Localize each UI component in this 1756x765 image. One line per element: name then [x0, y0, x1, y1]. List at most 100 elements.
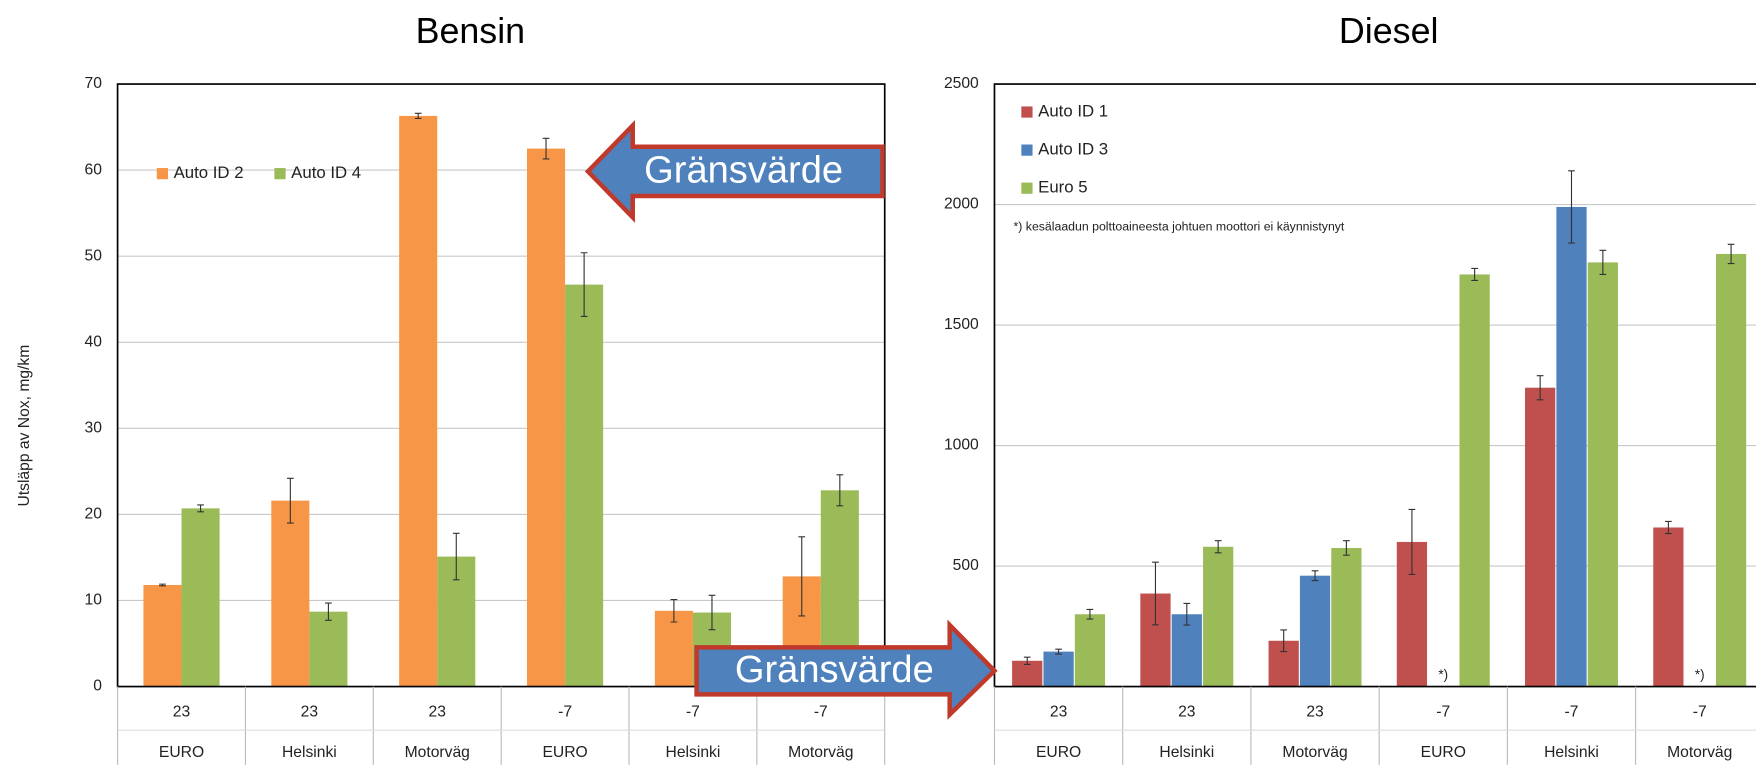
- x-group-label: Motorväg: [788, 744, 853, 761]
- x-tick-label: -7: [558, 703, 572, 720]
- error-bar: [1280, 629, 1288, 653]
- x-tick-label: 23: [429, 703, 447, 720]
- bar: [527, 148, 566, 687]
- legend-swatch: [1021, 106, 1033, 118]
- x-group-label: EURO: [542, 744, 587, 761]
- error-bar: [1023, 656, 1031, 665]
- error-bar: [1471, 267, 1478, 282]
- missing-label: *): [1695, 667, 1705, 682]
- bar: [1525, 387, 1556, 687]
- error-bar: [670, 599, 678, 623]
- note: *) kesälaadun polttoaineesta johtuen moo…: [1014, 220, 1345, 234]
- y-axis-label: Utsläpp av Nox, mg/km: [16, 345, 33, 507]
- y-tick-label: 1000: [944, 437, 979, 454]
- y-tick-label: 20: [84, 506, 102, 523]
- bar: [1653, 527, 1684, 687]
- bar: [1715, 253, 1747, 687]
- bar: [1074, 614, 1106, 687]
- x-group-label: Helsinki: [282, 744, 337, 761]
- bar: [399, 115, 438, 687]
- legend-swatch: [274, 168, 286, 180]
- bar: [654, 610, 693, 687]
- x-tick-label: -7: [1436, 703, 1450, 720]
- error-bar: [197, 504, 204, 513]
- missing-label: *): [1438, 667, 1448, 682]
- y-tick-label: 2000: [944, 196, 979, 213]
- error-bar: [1055, 648, 1062, 655]
- bar: [565, 284, 604, 687]
- error-bar: [1727, 243, 1735, 265]
- bar: [1331, 547, 1362, 687]
- x-tick-label: -7: [686, 703, 700, 720]
- legend-label: Euro 5: [1038, 178, 1087, 197]
- y-tick-label: 500: [953, 557, 979, 574]
- error-bar: [1568, 170, 1575, 244]
- bar: [1459, 274, 1490, 687]
- x-tick-label: 23: [173, 703, 191, 720]
- y-tick-label: 40: [84, 333, 102, 350]
- x-group-label: Motorväg: [1667, 744, 1732, 761]
- legend-label: Auto ID 1: [1038, 101, 1108, 120]
- bar: [1556, 206, 1587, 687]
- error-bar: [836, 474, 844, 507]
- x-group-label: Helsinki: [1544, 744, 1599, 761]
- error-bar: [708, 594, 716, 631]
- error-bar: [542, 137, 550, 160]
- y-tick-label: 1500: [944, 316, 979, 333]
- legend-swatch: [156, 168, 168, 180]
- error-bar: [414, 112, 422, 120]
- bar: [1299, 575, 1331, 687]
- legend-label: Auto ID 4: [291, 163, 361, 182]
- x-group-label: EURO: [159, 744, 204, 761]
- bar: [181, 508, 220, 687]
- legend-label: Auto ID 3: [1038, 140, 1108, 159]
- legend-label: Auto ID 2: [174, 163, 244, 182]
- plot-frame: [993, 83, 1756, 688]
- y-tick-label: 2500: [944, 75, 979, 92]
- x-tick-label: 23: [301, 703, 319, 720]
- error-bar: [159, 583, 166, 587]
- limit-label: Gränsvärde: [644, 150, 843, 192]
- limit-label: Gränsvärde: [735, 649, 934, 691]
- error-bar: [1665, 520, 1672, 535]
- bar: [1043, 651, 1074, 687]
- error-bar: [325, 602, 332, 621]
- x-group-label: Motorväg: [1282, 744, 1347, 761]
- error-bar: [452, 532, 460, 581]
- y-tick-label: 10: [84, 592, 102, 609]
- error-bar: [1214, 540, 1222, 554]
- y-tick-label: 60: [84, 161, 102, 178]
- error-bar: [798, 536, 806, 617]
- error-bar: [1599, 249, 1607, 275]
- y-tick-label: 50: [84, 247, 102, 264]
- legend-swatch: [1021, 144, 1033, 156]
- error-bar: [286, 477, 294, 524]
- bar: [1171, 614, 1202, 687]
- x-tick-label: -7: [814, 703, 828, 720]
- x-group-label: EURO: [1036, 744, 1081, 761]
- x-tick-label: 23: [1050, 703, 1068, 720]
- x-tick-label: 23: [1178, 703, 1196, 720]
- bar: [309, 611, 348, 687]
- x-tick-label: -7: [1565, 703, 1579, 720]
- error-bar: [1536, 375, 1544, 401]
- y-tick-label: 0: [93, 678, 102, 695]
- bar: [143, 584, 182, 687]
- x-group-label: EURO: [1421, 744, 1466, 761]
- error-bar: [1343, 540, 1350, 556]
- error-bar: [580, 252, 588, 318]
- y-tick-label: 30: [84, 419, 102, 436]
- x-group-label: Motorväg: [405, 744, 470, 761]
- bar: [1587, 262, 1618, 687]
- bar: [1012, 660, 1043, 687]
- error-bar: [1183, 602, 1191, 626]
- error-bar: [1408, 508, 1416, 576]
- error-bar: [1152, 561, 1159, 626]
- x-tick-label: 23: [1306, 703, 1324, 720]
- x-group-label: Helsinki: [666, 744, 721, 761]
- x-group-label: Helsinki: [1159, 744, 1214, 761]
- chart-title: Bensin: [416, 11, 526, 51]
- limit-arrow: [694, 619, 998, 720]
- limit-arrow: [584, 119, 885, 223]
